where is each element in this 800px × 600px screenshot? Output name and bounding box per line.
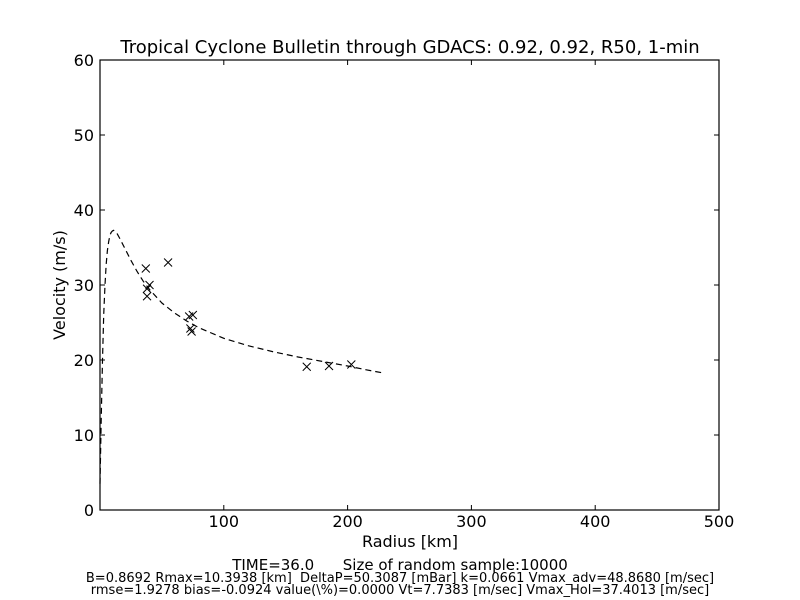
x-tick-label: 400 [580, 512, 611, 531]
data-point [188, 310, 198, 320]
data-point [145, 280, 154, 290]
y-tick-label: 0 [84, 501, 94, 520]
y-tick-label: 20 [74, 351, 94, 370]
x-tick-label: 100 [209, 512, 240, 531]
fit-curve-line [99, 229, 383, 484]
fit-curve [99, 229, 383, 484]
y-axis: 0 10 20 30 40 50 60 [74, 51, 719, 520]
data-point [187, 327, 196, 336]
x-axis-label: Radius [km] [362, 532, 458, 551]
x-tick-label: 200 [332, 512, 363, 531]
y-tick-label: 10 [74, 426, 94, 445]
x-tick-label: 300 [456, 512, 487, 531]
data-point [186, 324, 195, 333]
chart-title: Tropical Cyclone Bulletin through GDACS:… [119, 37, 699, 58]
data-point [163, 258, 173, 267]
data-point [346, 360, 356, 369]
y-axis-label: Velocity (m/s) [50, 230, 69, 340]
data-point [141, 264, 151, 273]
data-point [324, 361, 334, 371]
y-tick-label: 40 [74, 201, 94, 220]
x-tick-label: 500 [704, 512, 735, 531]
y-tick-label: 30 [74, 276, 94, 295]
plot-area [99, 59, 720, 511]
footer-line-3: rmse=1.9278 bias=-0.0924 value(\%)=0.000… [91, 583, 709, 598]
data-point [302, 362, 312, 372]
footer-line-1: TIME=36.0 Size of random sample:10000 [231, 556, 568, 574]
x-axis: 100 200 300 400 500 [209, 60, 735, 531]
y-tick-label: 60 [74, 51, 94, 70]
y-tick-label: 50 [74, 126, 94, 145]
data-point [142, 291, 152, 301]
observation-markers [141, 258, 356, 372]
footer-line-2: B=0.8692 Rmax=10.3938 [km] DeltaP=50.308… [86, 571, 714, 586]
data-point [142, 284, 152, 294]
